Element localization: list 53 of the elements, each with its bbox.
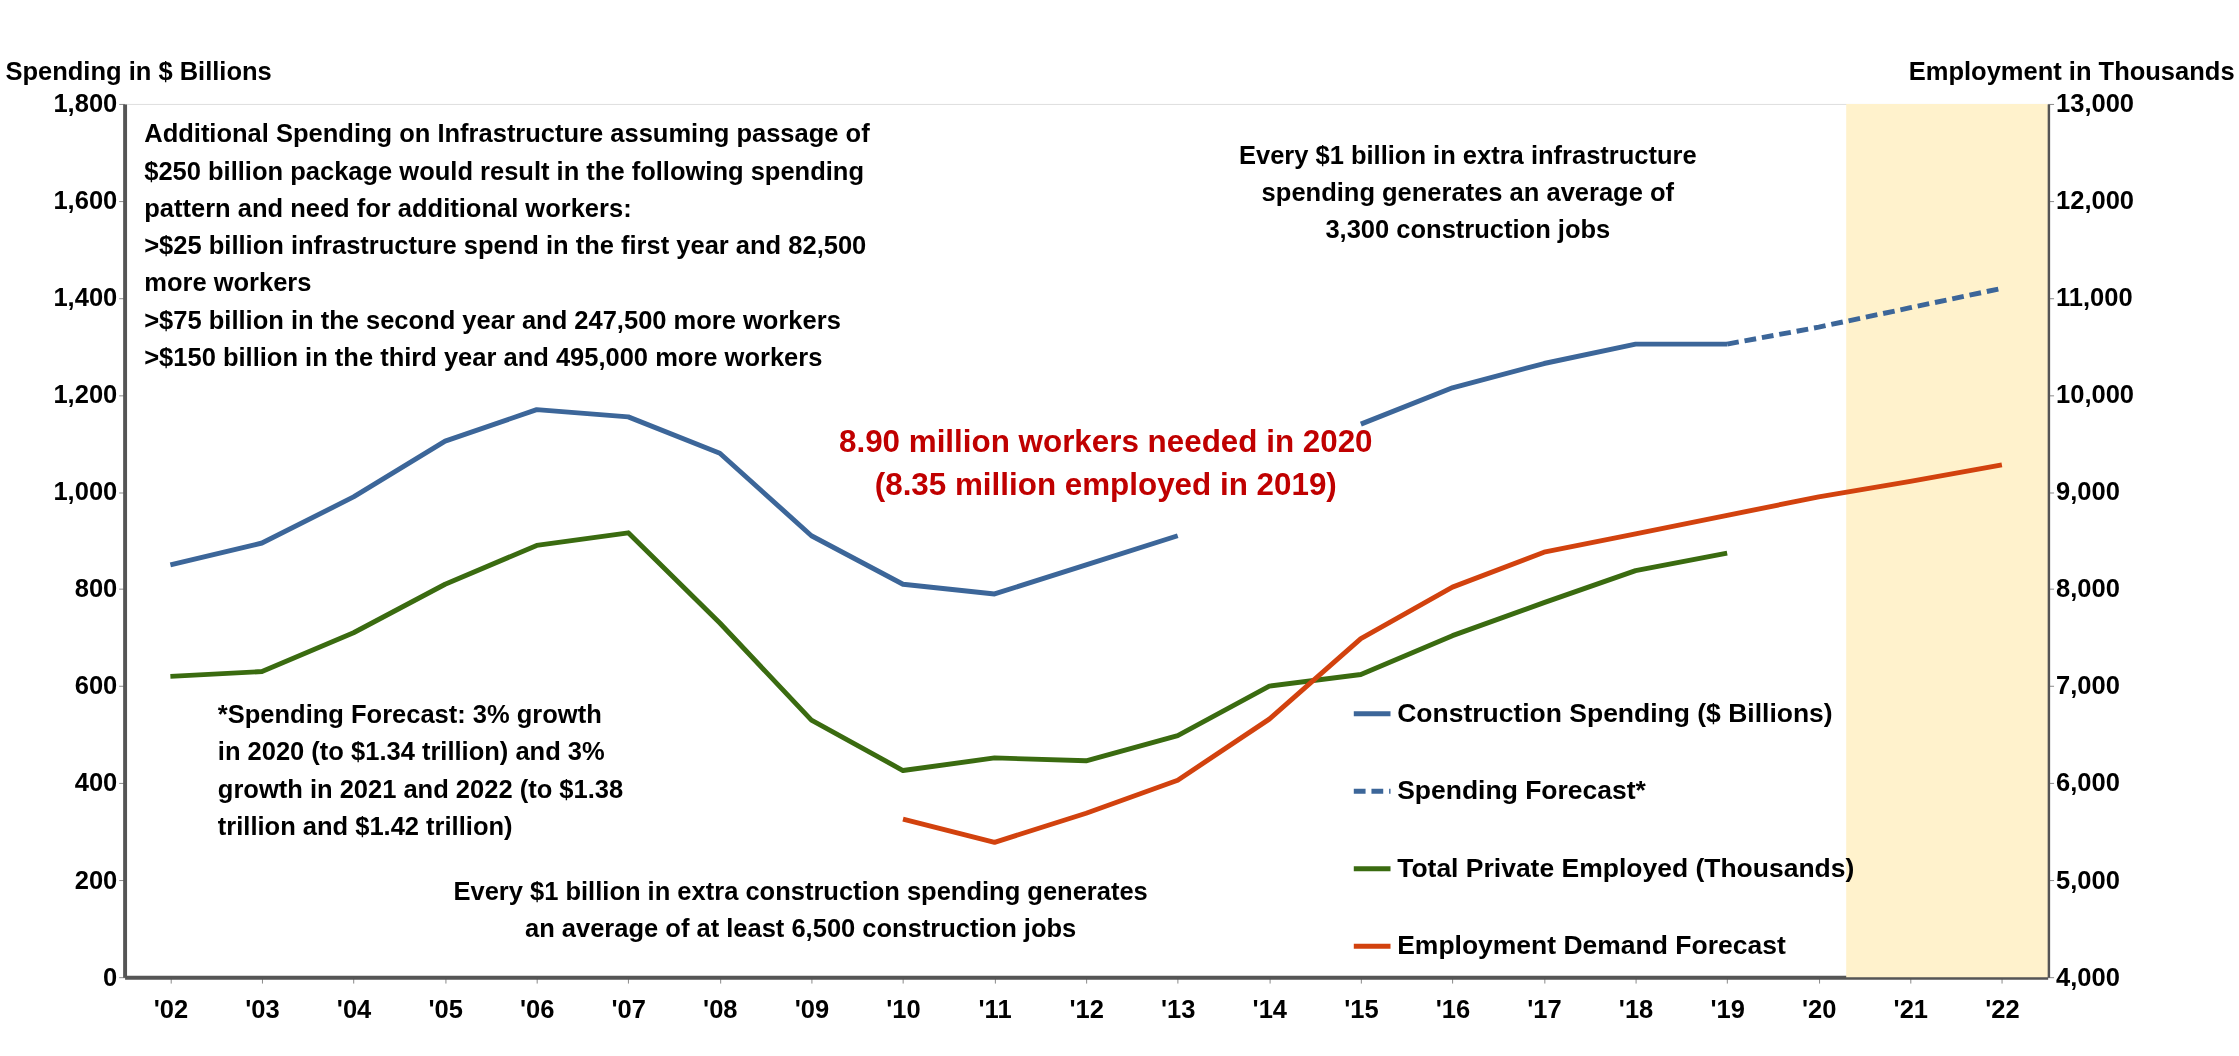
y2-tick-label: 8,000 [2056, 574, 2120, 603]
annotation: Every $1 billion in extra construction spending generates an average of at least 6,500 construction jobs [453, 876, 1148, 942]
x-tick-label: '03 [245, 994, 280, 1023]
legend-label: Employment Demand Forecast [1397, 930, 1786, 961]
x-tick-label: '08 [703, 994, 738, 1023]
y2-tick-label: 13,000 [2056, 89, 2135, 118]
y2-axis-title: Employment in Thousands [1908, 56, 2235, 85]
y-axis-title: Spending in $ Billions [5, 56, 272, 85]
x-tick-label: '12 [1069, 994, 1104, 1023]
x-tick-label: '18 [1618, 994, 1654, 1023]
y2-tick-label: 11,000 [2056, 283, 2133, 312]
x-tick-label: '10 [886, 994, 921, 1023]
line-series [167, 530, 1730, 773]
legend-label: Total Private Employed (Thousands) [1397, 852, 1855, 883]
y-tick-label: 400 [74, 768, 118, 797]
y2-tick-label: 10,000 [2056, 380, 2135, 409]
x-tick-label: '16 [1435, 994, 1471, 1023]
legend-label: Construction Spending ($ Billions) [1397, 697, 1833, 728]
y2-tick-label: 7,000 [2056, 671, 2120, 700]
x-tick-label: '17 [1527, 994, 1562, 1023]
x-tick-label: '22 [1985, 994, 2020, 1023]
y-tick-label: 0 [103, 962, 118, 991]
y2-tick-label: 5,000 [2056, 865, 2120, 894]
x-tick-label: '11 [978, 994, 1012, 1023]
annotation: *Spending Forecast: 3% growth in 2020 (to $1.34 trillion) and 3% growth in 2021 and 2022 (to $1.38 trillion and $1.42 trillion) [217, 700, 624, 840]
y-tick-label: 200 [74, 865, 118, 894]
annotation: 8.90 million workers needed in 2020 (8.35 million employed in 2019) [838, 424, 1373, 503]
y-tick-label: 1,800 [53, 89, 118, 118]
x-tick-label: '05 [428, 994, 463, 1023]
x-tick-label: '20 [1802, 994, 1837, 1023]
y-tick-label: 1,600 [53, 186, 118, 215]
legend-label: Spending Forecast* [1397, 775, 1647, 806]
annotation: Additional Spending on Infrastructure assuming passage of $250 billion package would result in the following spending pattern and need for additional workers: >$25 billion infrastructure spend in the first year and 82,500 more workers >$75 billion in the second year and 247,500 more workers >$150 billion in the third year and 495,000 more workers [144, 119, 871, 371]
y-tick-label: 1,200 [53, 380, 118, 409]
x-tick-label: '06 [519, 994, 555, 1023]
y-tick-label: 1,000 [53, 477, 118, 506]
x-tick-label: '15 [1344, 994, 1379, 1023]
y2-tick-label: 12,000 [2056, 186, 2135, 215]
y-tick-label: 800 [74, 574, 118, 603]
annotation: Every $1 billion in extra infrastructure spending generates an average of 3,300 construction jobs [1238, 140, 1697, 244]
x-tick-label: '02 [153, 994, 189, 1023]
y2-tick-label: 9,000 [2056, 477, 2120, 506]
x-tick-label: '07 [611, 994, 646, 1023]
x-tick-label: '19 [1710, 994, 1745, 1023]
x-tick-label: '21 [1893, 994, 1929, 1023]
x-tick-label: '04 [336, 994, 373, 1023]
x-tick-label: '14 [1252, 994, 1288, 1023]
x-tick-label: '09 [794, 994, 830, 1023]
y2-tick-label: 4,000 [2056, 962, 2120, 991]
y-tick-label: 1,400 [53, 283, 118, 312]
y2-tick-label: 6,000 [2056, 768, 2120, 797]
x-tick-label: '13 [1160, 994, 1196, 1023]
y-tick-label: 600 [74, 671, 118, 700]
